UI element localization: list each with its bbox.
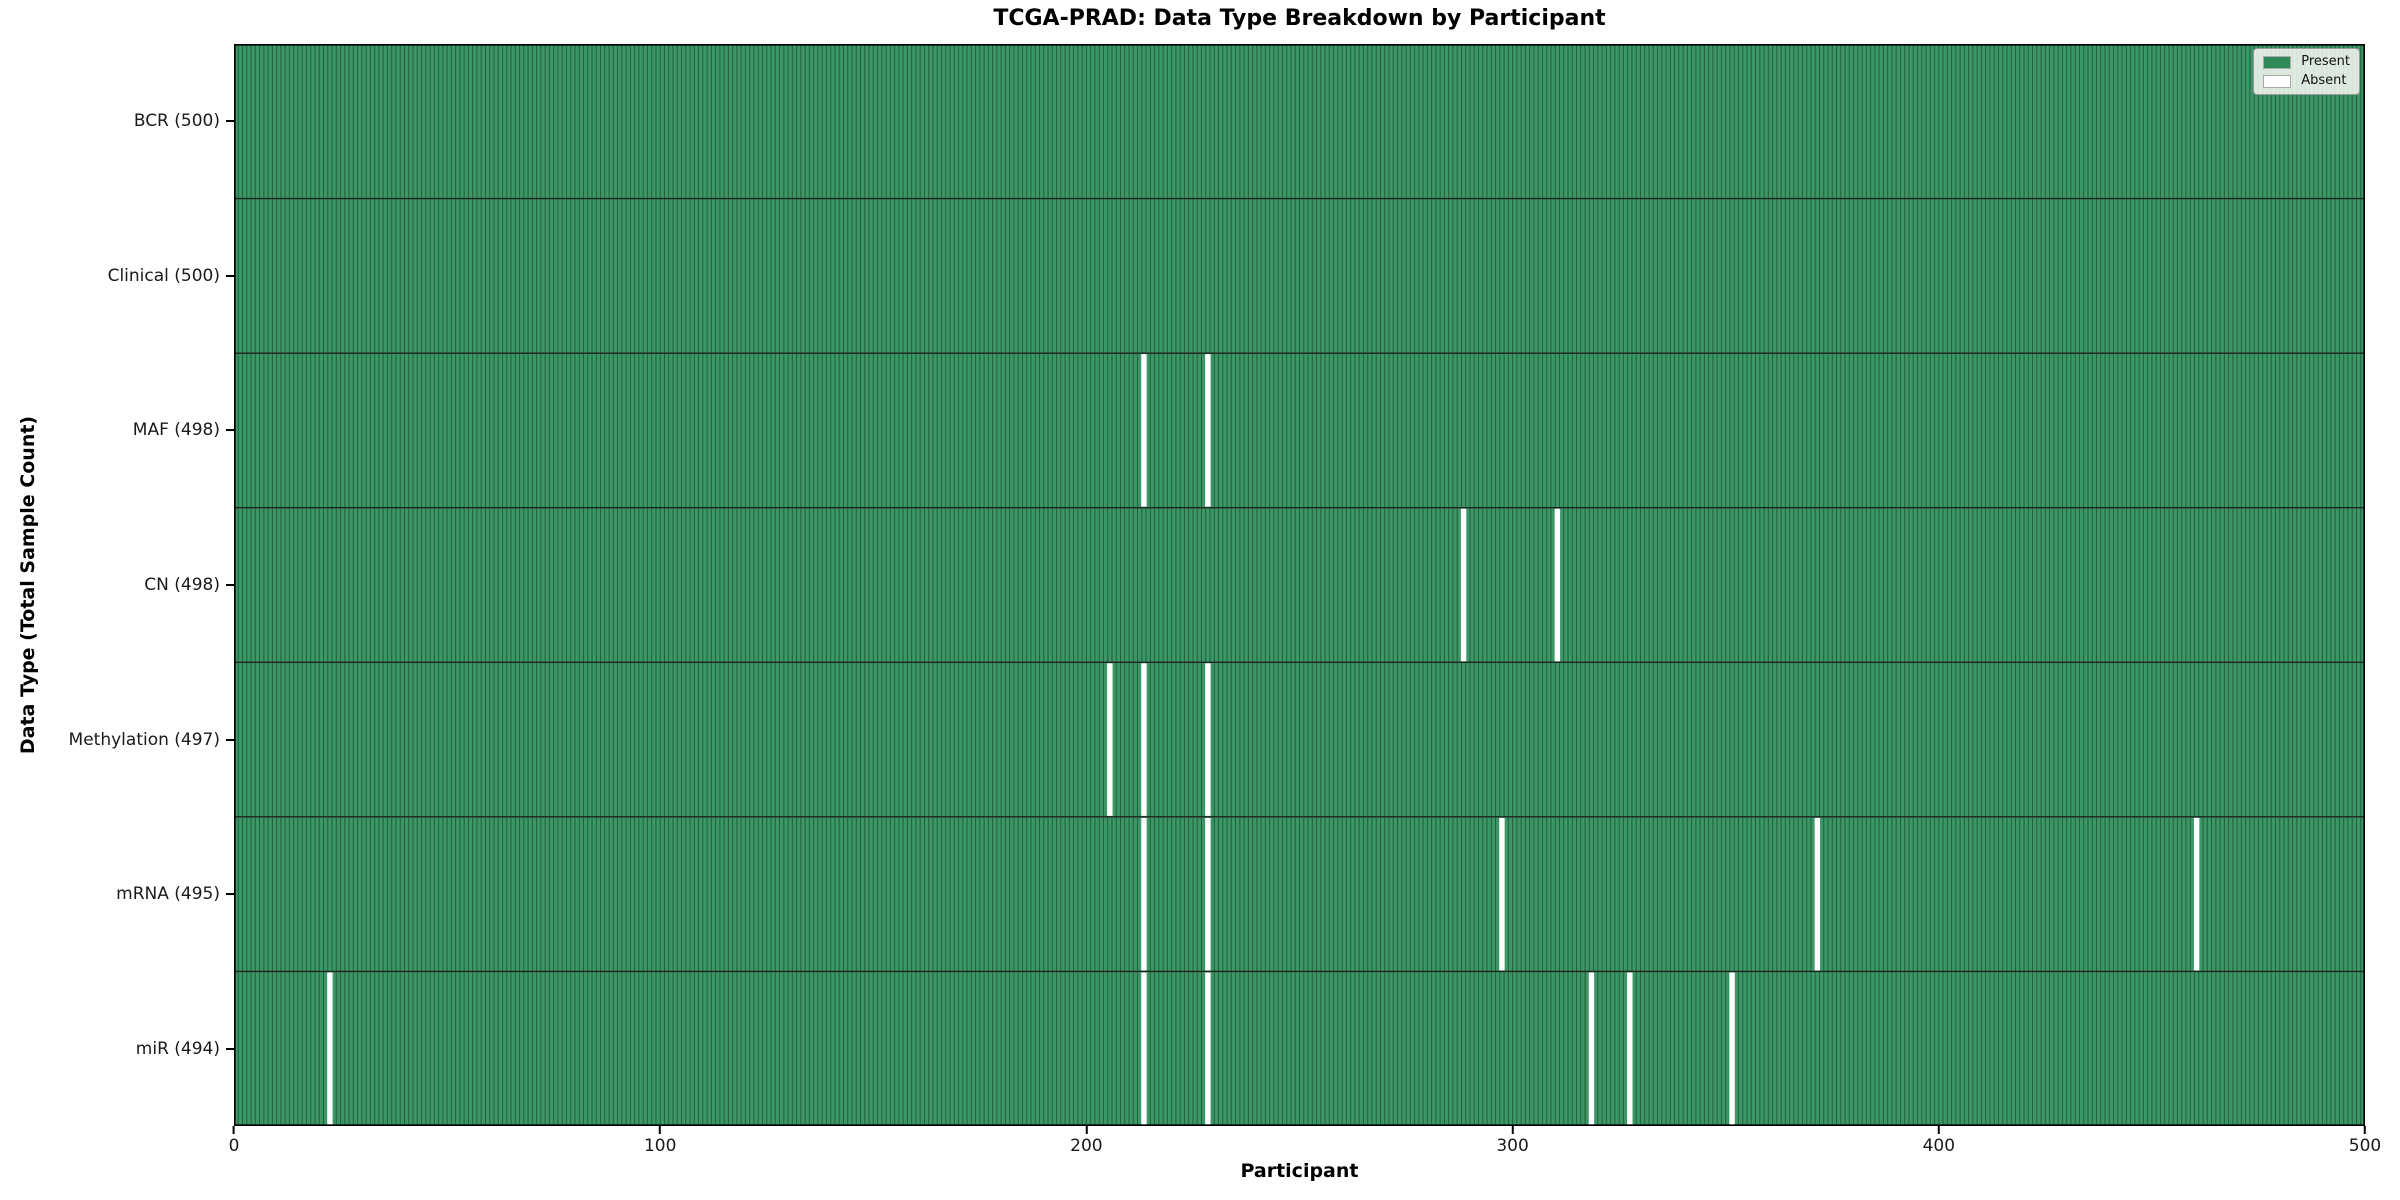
legend-item-absent: Absent [2263, 74, 2350, 88]
y-tick-label: miR (494) [135, 1038, 220, 1059]
x-tick-label: 0 [228, 1136, 240, 1156]
y-tick-mark [226, 738, 234, 741]
x-tick-mark [232, 1126, 235, 1134]
y-tick-clinical: Clinical (500) [0, 199, 234, 354]
x-tick-500: 500 [2348, 1126, 2382, 1156]
y-tick-mark [226, 584, 234, 587]
heatmap-canvas [234, 44, 2365, 1126]
y-tick-mrna: mRNA (495) [0, 817, 234, 972]
y-tick-label: Methylation (497) [68, 729, 220, 750]
x-tick-mark [2363, 1126, 2366, 1134]
y-tick-mark [226, 429, 234, 432]
y-tick-mark [226, 1047, 234, 1050]
x-tick-label: 500 [2348, 1136, 2382, 1156]
x-tick-mark [1937, 1126, 1940, 1134]
x-tick-label: 400 [1922, 1136, 1956, 1156]
x-tick-300: 300 [1496, 1126, 1529, 1156]
x-tick-400: 400 [1922, 1126, 1956, 1156]
legend-swatch-absent [2263, 74, 2292, 88]
y-tick-maf: MAF (498) [0, 353, 234, 508]
x-tick-mark [659, 1126, 662, 1134]
plot-area: Present Absent [234, 44, 2365, 1126]
legend-label-absent: Absent [2301, 73, 2347, 88]
y-axis-title: Data Type (Total Sample Count) [17, 415, 39, 755]
chart-title: TCGA-PRAD: Data Type Breakdown by Partic… [993, 6, 1606, 31]
x-tick-mark [1511, 1126, 1514, 1134]
y-tick-label: mRNA (495) [116, 884, 220, 905]
x-tick-label: 300 [1496, 1136, 1529, 1156]
y-tick-mir: miR (494) [0, 971, 234, 1126]
y-tick-mark [226, 893, 234, 896]
x-tick-label: 100 [643, 1136, 677, 1156]
legend: Present Absent [2253, 48, 2360, 95]
y-tick-label: MAF (498) [132, 420, 220, 441]
x-tick-100: 100 [643, 1126, 677, 1156]
x-axis-title: Participant [1240, 1160, 1359, 1182]
x-tick-label: 200 [1070, 1136, 1103, 1156]
y-tick-cn: CN (498) [0, 508, 234, 663]
y-tick-bcr: BCR (500) [0, 44, 234, 199]
y-tick-mark [226, 120, 234, 123]
x-tick-200: 200 [1070, 1126, 1103, 1156]
legend-item-present: Present [2263, 55, 2350, 69]
y-tick-methylation: Methylation (497) [0, 662, 234, 817]
y-tick-label: CN (498) [144, 575, 220, 596]
y-tick-mark [226, 274, 234, 277]
y-tick-label: BCR (500) [133, 111, 220, 132]
y-tick-label: Clinical (500) [107, 265, 220, 286]
y-axis-tick-labels: BCR (500) Clinical (500) MAF (498) CN (4… [0, 44, 234, 1126]
x-tick-0: 0 [228, 1126, 240, 1156]
legend-swatch-present [2263, 55, 2292, 69]
x-axis-tick-labels: 0 100 200 300 400 500 [229, 1126, 2381, 1156]
legend-label-present: Present [2301, 54, 2350, 69]
x-tick-mark [1085, 1126, 1088, 1134]
